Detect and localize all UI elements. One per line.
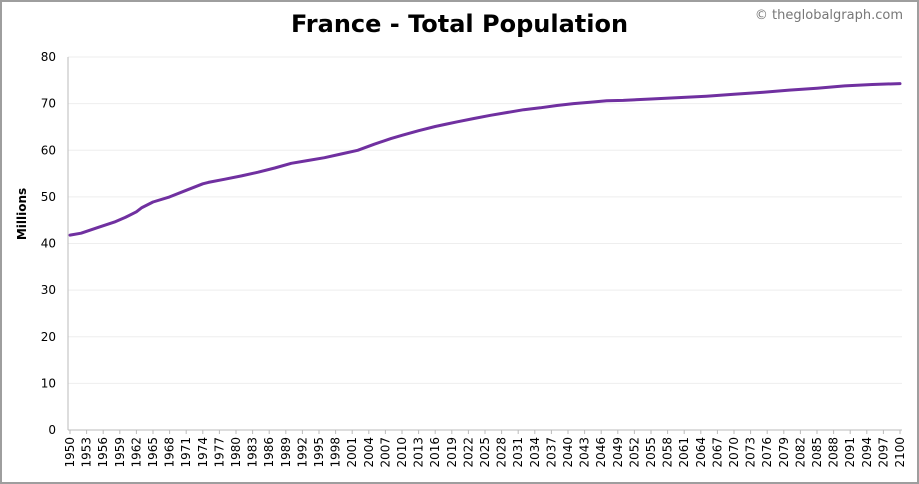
x-tick-label: 1995 <box>312 437 326 468</box>
y-tick-label: 50 <box>41 190 56 204</box>
x-tick-label: 2043 <box>578 437 592 468</box>
x-tick-label: 2067 <box>710 437 724 468</box>
x-tick-label: 2091 <box>843 437 857 468</box>
x-tick-label: 1989 <box>279 437 293 468</box>
x-tick-label: 1965 <box>146 437 160 468</box>
x-tick-label: 2019 <box>445 437 459 468</box>
x-tick-label: 1998 <box>329 437 343 468</box>
x-tick-label: 2055 <box>644 437 658 468</box>
y-tick-label: 30 <box>41 283 56 297</box>
x-tick-label: 2007 <box>378 437 392 468</box>
y-tick-label: 60 <box>41 143 56 157</box>
series-line <box>68 82 902 237</box>
x-tick-label: 1971 <box>179 437 193 468</box>
x-tick-label: 2046 <box>594 437 608 468</box>
y-tick-label: 20 <box>41 330 56 344</box>
x-tick-label: 2061 <box>677 437 691 468</box>
x-tick-label: 2064 <box>694 437 708 468</box>
x-tick-label: 1992 <box>295 437 309 468</box>
x-tick-label: 2013 <box>412 437 426 468</box>
x-tick-label: 2025 <box>478 437 492 468</box>
x-tick-label: 2058 <box>661 437 675 468</box>
x-tick-label: 1986 <box>262 437 276 468</box>
x-tick-label: 2010 <box>395 437 409 468</box>
x-tick-label: 1974 <box>196 437 210 468</box>
y-tick-label: 80 <box>41 50 56 64</box>
y-tick-label: 10 <box>41 376 56 390</box>
x-tick-label: 2049 <box>611 437 625 468</box>
x-tick-label: 1956 <box>96 437 110 468</box>
y-axis-label: Millions <box>15 188 29 240</box>
y-tick-label: 0 <box>48 423 56 437</box>
x-tick-label: 2037 <box>544 437 558 468</box>
x-tick-label: 2094 <box>860 437 874 468</box>
x-tick-label: 1962 <box>129 437 143 468</box>
x-tick-label: 1953 <box>80 437 94 468</box>
x-tick-label: 1980 <box>229 437 243 468</box>
x-tick-label: 2097 <box>876 437 890 468</box>
x-tick-labels: 1950 1953 1956 1959 1962 1965 1968 1971 1974 1977… <box>63 430 907 468</box>
chart-title: France - Total Population <box>290 10 629 38</box>
gridlines <box>68 56 902 431</box>
x-tick-label: 2052 <box>627 437 641 468</box>
x-tick-label: 1968 <box>163 437 177 468</box>
y-tick-label: 40 <box>41 237 56 251</box>
x-tick-label: 2031 <box>511 437 525 468</box>
x-tick-label: 2040 <box>561 437 575 468</box>
x-tick-label: 2085 <box>810 437 824 468</box>
y-tick-label: 70 <box>41 97 56 111</box>
x-tick-label: 2004 <box>362 437 376 468</box>
x-tick-label: 2079 <box>777 437 791 468</box>
x-tick-label: 2028 <box>495 437 509 468</box>
x-tick-label: 2070 <box>727 437 741 468</box>
x-tick-label: 2088 <box>827 437 841 468</box>
x-tick-label: 2022 <box>461 437 475 468</box>
credit-text[interactable]: © theglobalgraph.com <box>754 8 903 23</box>
x-tick-label: 2082 <box>793 437 807 468</box>
x-tick-label: 2073 <box>744 437 758 468</box>
y-tick-labels: 0 10 20 30 40 50 60 70 80 <box>41 50 56 437</box>
x-tick-label: 1983 <box>246 437 260 468</box>
x-tick-label: 1959 <box>113 437 127 468</box>
x-tick-label: 1950 <box>63 437 77 468</box>
x-tick-label: 1977 <box>212 437 226 468</box>
x-tick-label: 2076 <box>760 437 774 468</box>
x-tick-label: 2016 <box>428 437 442 468</box>
x-tick-label: 2001 <box>345 437 359 468</box>
x-tick-label: 2034 <box>528 437 542 468</box>
x-tick-label: 2100 <box>893 437 907 468</box>
